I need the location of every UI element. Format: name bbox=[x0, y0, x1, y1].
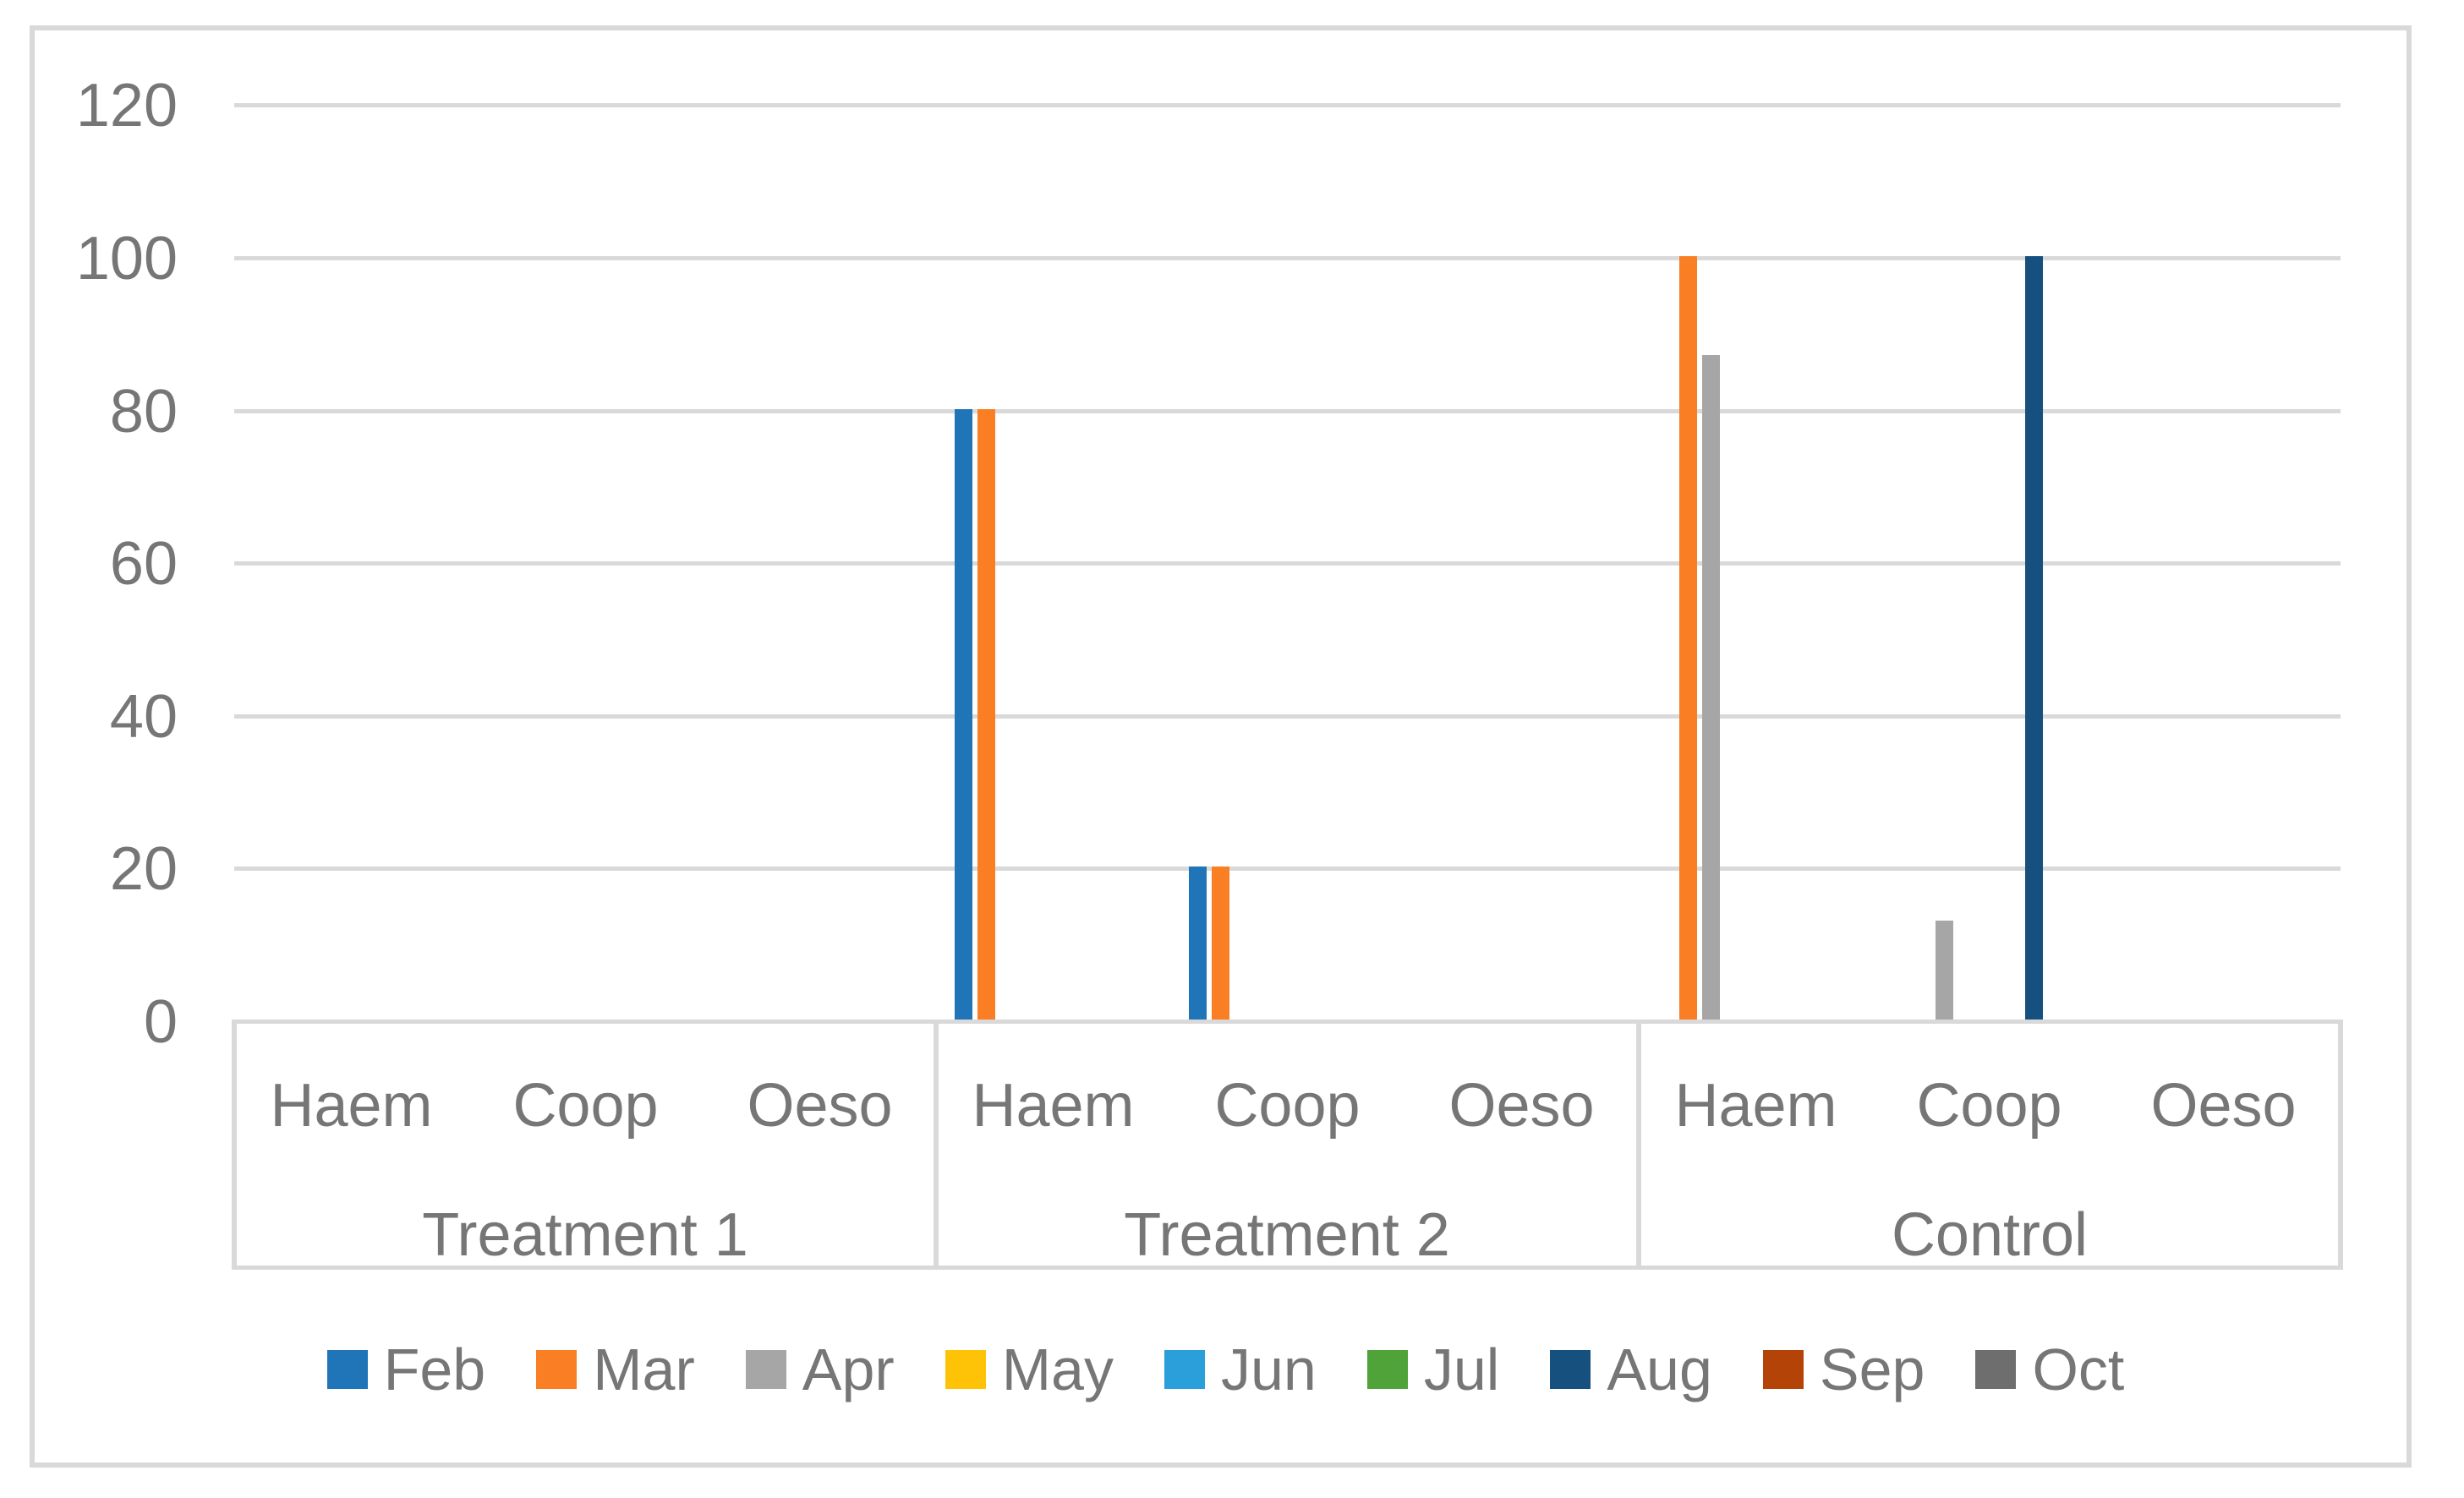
legend-swatch-may bbox=[945, 1350, 986, 1389]
group-label-treatment-1: Treatment 1 bbox=[422, 1201, 748, 1269]
chart-legend: Feb Mar Apr May Jun Jul Aug Sep Oct bbox=[35, 1340, 2417, 1399]
category-label-control-coop: Coop bbox=[1916, 1072, 2062, 1140]
legend-label-mar: Mar bbox=[593, 1337, 695, 1402]
legend-label-oct: Oct bbox=[2032, 1337, 2125, 1402]
legend-label-sep: Sep bbox=[1819, 1337, 1925, 1402]
bar-apr-control-haem bbox=[1702, 355, 1720, 1020]
legend-swatch-jul bbox=[1366, 1350, 1408, 1389]
legend-item-aug: Aug bbox=[1550, 1340, 1712, 1399]
category-axis-divider-0 bbox=[232, 1020, 237, 1268]
legend-label-jun: Jun bbox=[1220, 1337, 1317, 1402]
gridline-40 bbox=[234, 714, 2341, 719]
chart-outer-border bbox=[30, 25, 2412, 1468]
gridline-120 bbox=[234, 103, 2341, 107]
bar-mar-treatment-2-haem bbox=[977, 409, 995, 1020]
legend-item-mar: Mar bbox=[536, 1340, 695, 1399]
category-label-treatment-1-coop: Coop bbox=[512, 1072, 659, 1140]
legend-item-oct: Oct bbox=[1975, 1340, 2124, 1399]
legend-item-feb: Feb bbox=[326, 1337, 486, 1402]
bar-aug-control-coop bbox=[2025, 256, 2043, 1020]
legend-item-sep: Sep bbox=[1762, 1337, 1925, 1402]
legend-swatch-aug bbox=[1550, 1350, 1591, 1389]
bar-mar-treatment-2-coop bbox=[1212, 867, 1229, 1020]
bar-mar-control-haem bbox=[1679, 256, 1697, 1020]
y-tick-label-60: 60 bbox=[109, 530, 178, 598]
y-tick-label-120: 120 bbox=[75, 72, 178, 139]
category-label-control-haem: Haem bbox=[1674, 1072, 1837, 1140]
gridline-80 bbox=[234, 409, 2341, 413]
legend-label-apr: Apr bbox=[802, 1337, 895, 1402]
category-label-control-oeso: Oeso bbox=[2150, 1072, 2297, 1140]
bar-feb-treatment-2-coop bbox=[1189, 867, 1207, 1020]
group-label-treatment-2: Treatment 2 bbox=[1124, 1201, 1450, 1269]
legend-label-may: May bbox=[1001, 1337, 1114, 1402]
category-label-treatment-1-haem: Haem bbox=[270, 1072, 433, 1140]
gridline-60 bbox=[234, 561, 2341, 566]
category-label-treatment-2-coop: Coop bbox=[1214, 1072, 1361, 1140]
gridline-100 bbox=[234, 256, 2341, 260]
y-tick-label-20: 20 bbox=[109, 835, 178, 903]
legend-item-apr: Apr bbox=[745, 1337, 895, 1402]
legend-item-jun: Jun bbox=[1164, 1340, 1317, 1399]
category-label-treatment-2-haem: Haem bbox=[972, 1072, 1135, 1140]
legend-item-jul: Jul bbox=[1366, 1337, 1500, 1402]
legend-swatch-oct bbox=[1975, 1350, 2017, 1389]
y-tick-label-0: 0 bbox=[143, 988, 178, 1056]
legend-swatch-jun bbox=[1164, 1350, 1205, 1389]
category-axis-divider-1 bbox=[934, 1020, 939, 1268]
legend-swatch-feb bbox=[326, 1350, 368, 1389]
category-axis-divider-2 bbox=[1636, 1020, 1641, 1268]
legend-label-jul: Jul bbox=[1423, 1337, 1500, 1402]
y-tick-label-40: 40 bbox=[109, 683, 178, 751]
legend-swatch-apr bbox=[745, 1350, 786, 1389]
legend-item-may: May bbox=[945, 1340, 1114, 1399]
gridline-20 bbox=[234, 867, 2341, 871]
bar-feb-treatment-2-haem bbox=[955, 409, 972, 1020]
legend-label-aug: Aug bbox=[1607, 1337, 1712, 1402]
category-label-treatment-2-oeso: Oeso bbox=[1448, 1072, 1595, 1140]
y-tick-label-100: 100 bbox=[75, 225, 178, 292]
y-tick-label-80: 80 bbox=[109, 378, 178, 446]
legend-label-feb: Feb bbox=[383, 1337, 486, 1402]
category-axis-divider-3 bbox=[2338, 1020, 2343, 1268]
x-axis-line bbox=[234, 1020, 2341, 1024]
category-label-treatment-1-oeso: Oeso bbox=[747, 1072, 893, 1140]
legend-swatch-sep bbox=[1762, 1350, 1804, 1389]
group-label-control: Control bbox=[1891, 1201, 2089, 1269]
legend-swatch-mar bbox=[536, 1350, 578, 1389]
category-axis-bottom-line bbox=[232, 1266, 2343, 1270]
bar-apr-control-coop bbox=[1936, 921, 1953, 1020]
